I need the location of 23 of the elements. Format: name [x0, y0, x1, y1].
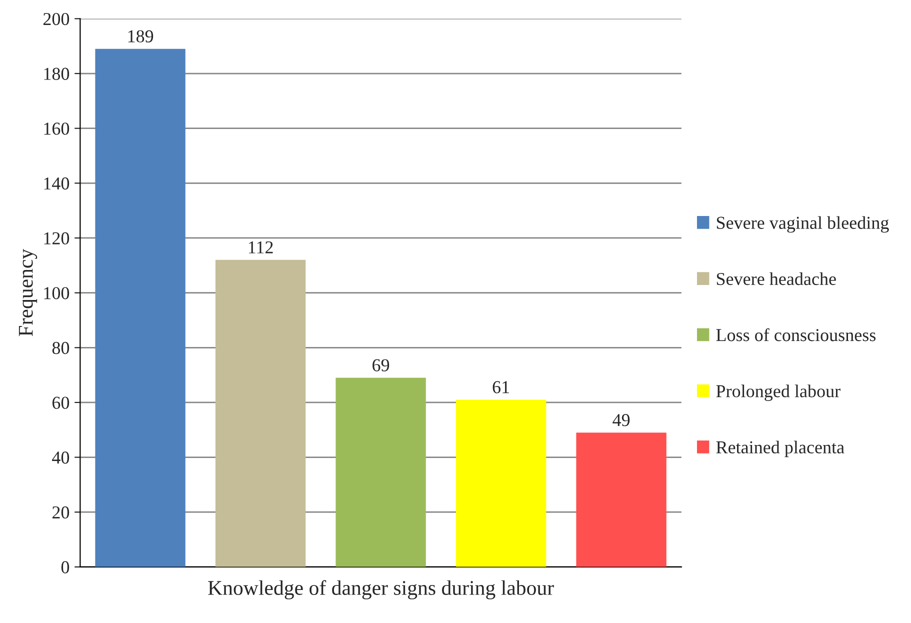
legend-label: Prolonged labour — [716, 384, 840, 402]
y-tick-label: 80 — [52, 342, 70, 354]
x-axis-title: Knowledge of danger signs during labour — [208, 580, 554, 600]
y-tick-label: 40 — [52, 452, 70, 464]
y-tick-label: 140 — [44, 177, 70, 190]
y-tick-label: 60 — [52, 396, 70, 409]
y-tick-label: 180 — [44, 68, 70, 80]
data-label: 189 — [128, 30, 154, 42]
data-label: 112 — [248, 241, 273, 254]
data-label: 61 — [492, 381, 509, 394]
y-axis-title: Frequency — [18, 248, 38, 336]
y-tick-label: 0 — [61, 561, 70, 574]
y-tick-label: 120 — [44, 232, 70, 244]
y-tick-label: 100 — [44, 287, 70, 300]
legend-label: Loss of consciousness — [716, 328, 876, 342]
legend-label: Retained placenta — [716, 440, 844, 458]
y-tick-label: 200 — [43, 12, 70, 26]
data-label: 69 — [372, 359, 390, 372]
legend-label: Severe headache — [716, 272, 836, 286]
y-tick-label: 20 — [52, 506, 70, 519]
data-label: 49 — [612, 414, 630, 426]
legend-label: Severe vaginal bleeding — [716, 216, 889, 233]
y-tick-label: 160 — [44, 122, 70, 135]
